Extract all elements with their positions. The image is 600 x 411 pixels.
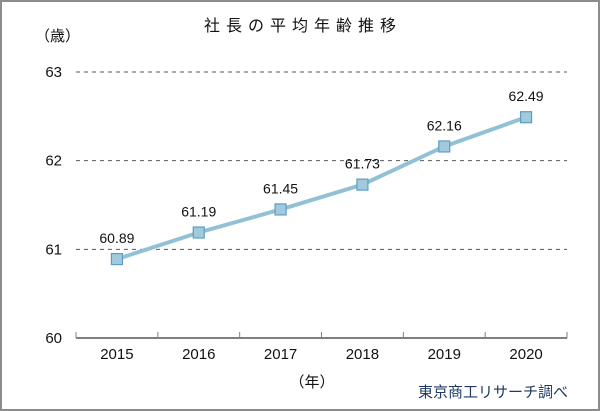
x-axis-category-label: 2020 <box>509 346 542 363</box>
data-point-marker <box>438 140 451 153</box>
data-point-label: 62.16 <box>427 117 462 133</box>
data-point-marker <box>274 203 287 216</box>
y-axis-tick-label: 63 <box>45 64 62 81</box>
data-point-marker <box>519 111 533 124</box>
data-point-label: 61.45 <box>263 180 298 196</box>
data-point-label: 61.19 <box>181 203 216 219</box>
data-point-marker <box>110 252 124 266</box>
x-axis-category-label: 2018 <box>346 346 379 363</box>
chart-title: 社長の平均年齢推移 <box>203 18 402 35</box>
data-point-label: 61.73 <box>345 156 380 172</box>
x-axis-category-label: 2015 <box>100 346 133 363</box>
data-point-label: 60.89 <box>99 230 134 246</box>
data-point-marker <box>192 226 205 239</box>
x-axis-category-label: 2016 <box>182 346 215 363</box>
y-axis-tick-label: 62 <box>45 153 62 170</box>
y-axis-tick-label: 60 <box>45 330 62 347</box>
data-point-label: 62.49 <box>509 88 544 104</box>
data-point-marker <box>356 178 369 191</box>
x-axis-category-label: 2019 <box>428 346 461 363</box>
y-axis-tick-label: 61 <box>45 241 62 258</box>
y-axis-unit-label: （歳） <box>35 28 81 45</box>
data-line <box>116 115 527 261</box>
source-attribution: 東京商工リサーチ調べ <box>417 384 568 401</box>
x-axis-unit-label: （年） <box>289 374 335 391</box>
x-axis-category-label: 2017 <box>264 346 297 363</box>
